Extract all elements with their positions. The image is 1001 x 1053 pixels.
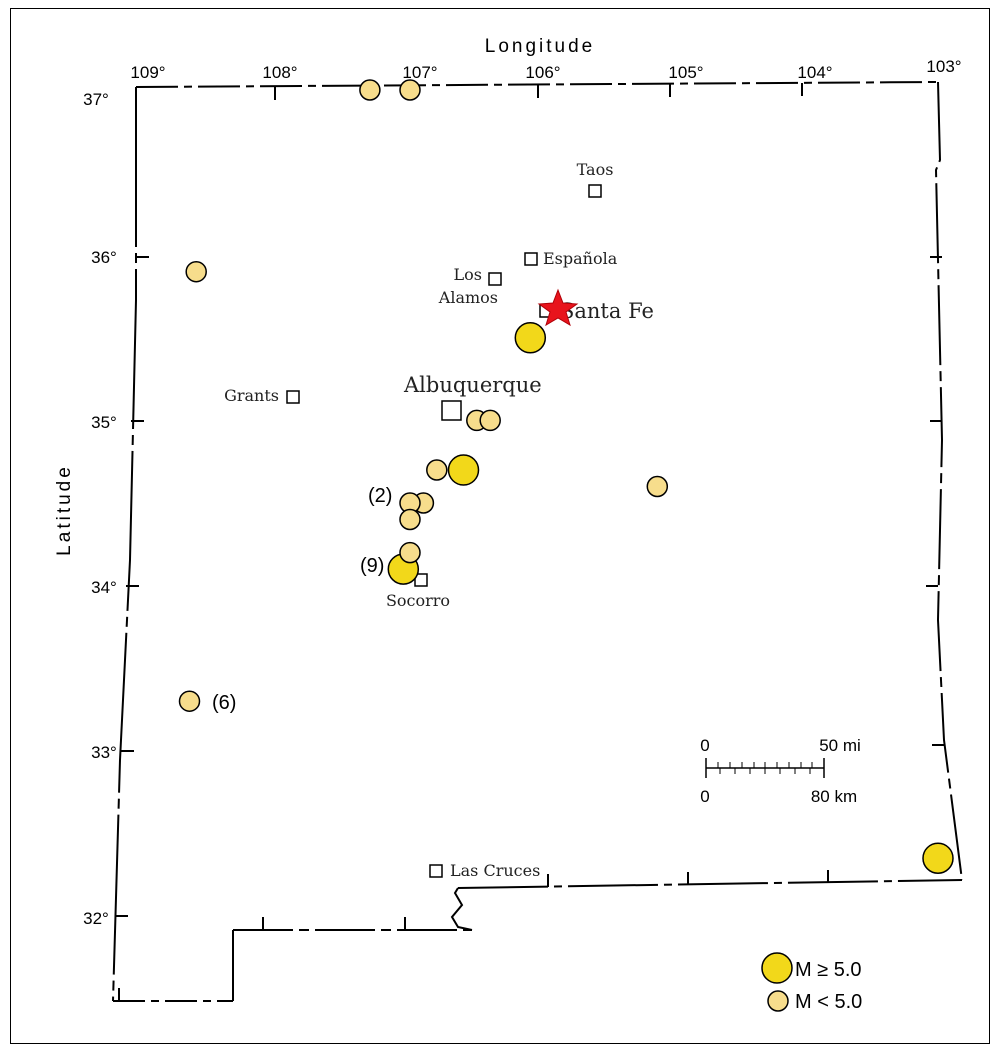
city-label-los-alamos-line2: Alamos <box>438 288 498 307</box>
city-label-grants: Grants <box>224 386 279 405</box>
city-marker-los-alamos <box>488 272 502 286</box>
city-marker-taos <box>588 184 602 198</box>
city-label-socorro: Socorro <box>386 591 450 610</box>
city-label-taos: Taos <box>577 160 614 179</box>
scale-label-top-end: 50 mi <box>819 736 861 755</box>
earthquake-marker-small <box>426 459 448 481</box>
count-label-cluster-9: (9) <box>360 555 384 577</box>
count-label-cluster-2: (2) <box>368 485 392 507</box>
longitude-tick-label: 107° <box>402 63 437 82</box>
legend-large-label: M ≥ 5.0 <box>795 959 862 981</box>
city-marker-socorro <box>414 573 428 587</box>
longitude-tick-label: 103° <box>926 57 961 76</box>
earthquake-marker-large <box>447 454 480 486</box>
city-marker-grants <box>286 390 300 404</box>
latitude-tick-label: 33° <box>91 743 117 762</box>
legend-large-marker <box>761 952 793 984</box>
scale-label-bottom-end: 80 km <box>811 787 857 806</box>
longitude-tick-label: 105° <box>668 63 703 82</box>
earthquake-marker-small <box>178 690 201 712</box>
legend-small-marker <box>767 990 789 1012</box>
city-marker-albuquerque <box>441 400 462 421</box>
legend-small-label: M < 5.0 <box>795 991 862 1013</box>
longitude-tick-label: 104° <box>797 63 832 82</box>
earthquake-marker-small <box>646 475 669 498</box>
earthquake-marker-small <box>399 541 421 564</box>
map-frame <box>10 8 990 1044</box>
count-label-cluster-6: (6) <box>212 692 236 714</box>
city-label-espanola: Española <box>543 249 618 268</box>
earthquake-markers <box>178 79 954 874</box>
city-label-los-alamos-line1: Los <box>454 265 482 284</box>
city-marker-las-cruces <box>429 864 443 878</box>
legend: M ≥ 5.0 M < 5.0 <box>761 952 862 1013</box>
latitude-tick-label: 35° <box>91 413 117 432</box>
city-label-albuquerque: Albuquerque <box>403 373 542 397</box>
earthquake-marker-large <box>922 842 954 874</box>
earthquake-marker-small <box>399 508 421 531</box>
city-marker-espanola <box>524 252 538 266</box>
scale-bar: 0 50 mi 0 80 km <box>700 736 861 806</box>
earthquake-marker-small <box>399 79 421 101</box>
longitude-axis-title: Longitude <box>485 36 595 57</box>
latitude-axis-title: Latitude <box>54 464 75 556</box>
longitude-tick-label: 109° <box>130 63 165 82</box>
latitude-tick-label: 34° <box>91 578 117 597</box>
cities <box>286 184 602 878</box>
longitude-tick-label: 106° <box>525 63 560 82</box>
city-label-santa-fe: Santa Fe <box>560 299 654 323</box>
latitude-tick-label: 36° <box>91 248 117 267</box>
latitude-tick-label: 37° <box>83 90 109 109</box>
scale-label-top-zero: 0 <box>700 736 709 755</box>
state-border <box>112 81 963 1002</box>
earthquake-marker-small <box>359 79 381 101</box>
latitude-tick-label: 32° <box>83 909 109 928</box>
city-label-las-cruces: Las Cruces <box>450 861 540 880</box>
earthquake-marker-small <box>479 409 501 432</box>
longitude-tick-label: 108° <box>262 63 297 82</box>
earthquake-marker-large <box>514 322 547 354</box>
star-icon <box>537 288 579 327</box>
scale-label-bottom-zero: 0 <box>700 787 709 806</box>
earthquake-marker-small <box>185 260 207 283</box>
